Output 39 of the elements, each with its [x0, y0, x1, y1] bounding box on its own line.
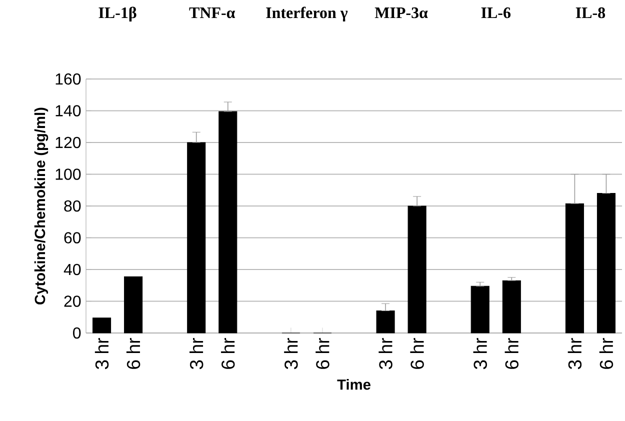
- x-tick-label: 3 hr: [473, 338, 487, 370]
- x-tick-label: 6 hr: [126, 338, 140, 369]
- x-tick-label: 3 hr: [94, 338, 109, 370]
- x-tick-label: 6 hr: [316, 338, 330, 369]
- x-tick-label: 3 hr: [568, 338, 582, 370]
- text: IL-6: [481, 7, 511, 18]
- y-tick-label: 140: [56, 105, 81, 116]
- bar: [596, 193, 616, 334]
- x-tick-label: 6 hr: [221, 338, 235, 369]
- bar: [502, 280, 521, 334]
- y-axis-title: Cytokine/Chemokine (pg/ml): [34, 108, 48, 304]
- bar: [218, 111, 238, 334]
- bar: [187, 142, 206, 334]
- bar: [408, 206, 426, 334]
- bar: [92, 318, 112, 334]
- bar: [565, 203, 584, 334]
- text: TNF-α: [189, 8, 236, 18]
- bar: [470, 286, 490, 334]
- y-tick-label: 60: [64, 232, 81, 244]
- text: Interferon γ: [266, 6, 348, 22]
- bar: [376, 310, 395, 334]
- y-tick-label: 100: [56, 168, 81, 180]
- x-tick-label: 3 hr: [190, 338, 204, 370]
- y-tick-label: 120: [56, 136, 81, 148]
- y-tick-label: 20: [64, 296, 81, 307]
- text: MIP-3α: [374, 7, 428, 18]
- x-tick-label: 3 hr: [378, 338, 392, 370]
- bar: [124, 276, 143, 334]
- y-tick-label: 0: [73, 327, 81, 339]
- x-tick-label: 6 hr: [599, 338, 614, 369]
- text: IL-1β: [98, 6, 136, 22]
- x-tick-label: 6 hr: [504, 338, 519, 369]
- y-tick-label: 80: [64, 200, 81, 212]
- y-tick-label: 160: [56, 73, 81, 85]
- x-tick-label: 6 hr: [410, 338, 424, 369]
- text: IL-8: [576, 7, 606, 18]
- x-tick-label: 3 hr: [284, 338, 298, 370]
- y-tick-label: 40: [64, 264, 81, 276]
- x-axis-title: Time: [337, 379, 370, 390]
